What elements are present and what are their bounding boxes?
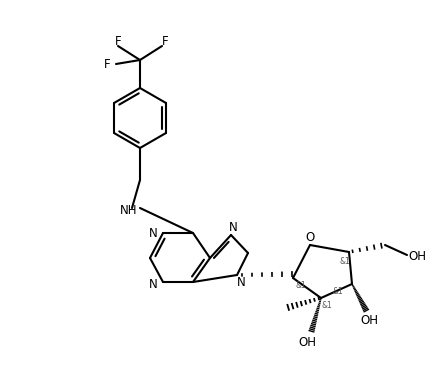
Text: F: F bbox=[162, 35, 168, 47]
Text: O: O bbox=[305, 231, 315, 244]
Text: N: N bbox=[149, 226, 157, 240]
Text: F: F bbox=[115, 35, 121, 47]
Text: OH: OH bbox=[298, 336, 316, 349]
Text: OH: OH bbox=[360, 314, 378, 328]
Text: F: F bbox=[104, 58, 110, 70]
Text: &1: &1 bbox=[340, 258, 351, 266]
Text: NH: NH bbox=[120, 203, 138, 217]
Text: &1: &1 bbox=[322, 300, 332, 310]
Text: N: N bbox=[149, 277, 157, 291]
Text: &1: &1 bbox=[296, 282, 307, 291]
Text: OH: OH bbox=[408, 251, 426, 263]
Text: &1: &1 bbox=[333, 287, 344, 296]
Text: N: N bbox=[237, 277, 245, 289]
Text: N: N bbox=[228, 221, 237, 233]
